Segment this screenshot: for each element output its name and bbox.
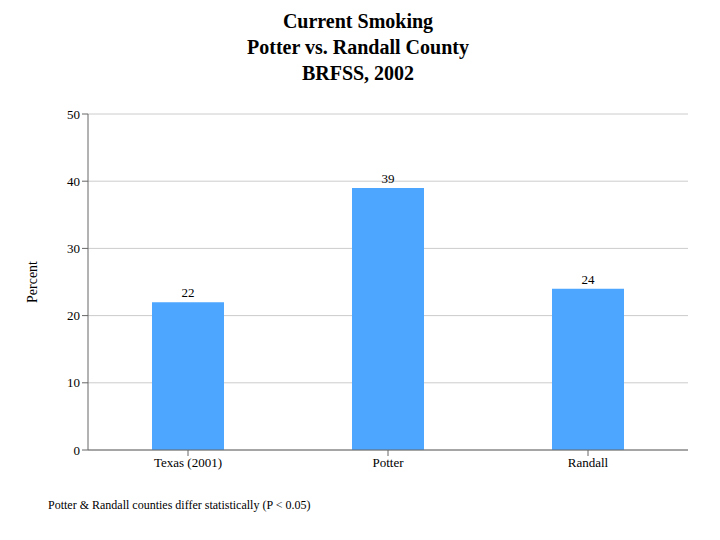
svg-text:20: 20 (67, 308, 80, 323)
html-text:BRFSS, 2002: BRFSS, 2002 (301, 62, 415, 84)
svg-text:39: 39 (382, 171, 395, 186)
svg-text:40: 40 (67, 174, 80, 189)
svg-text:22: 22 (182, 285, 195, 300)
svg-text:0: 0 (74, 443, 81, 458)
html-text:Current Smoking: Current Smoking (282, 10, 434, 32)
svg-text:10: 10 (67, 375, 80, 390)
svg-text:50: 50 (67, 107, 80, 122)
html-text:Potter vs. Randall County: Potter vs. Randall County (247, 36, 469, 58)
svg-text:Potter: Potter (372, 455, 404, 470)
svg-text:Randall: Randall (568, 455, 609, 470)
svg-text:24: 24 (582, 272, 596, 287)
svg-text:30: 30 (67, 241, 80, 256)
svg-text:Texas (2001): Texas (2001) (154, 455, 222, 470)
html-text:Potter & Randall counties diff: Potter & Randall counties differ statist… (48, 498, 311, 512)
svg-text:Percent: Percent (25, 261, 40, 303)
